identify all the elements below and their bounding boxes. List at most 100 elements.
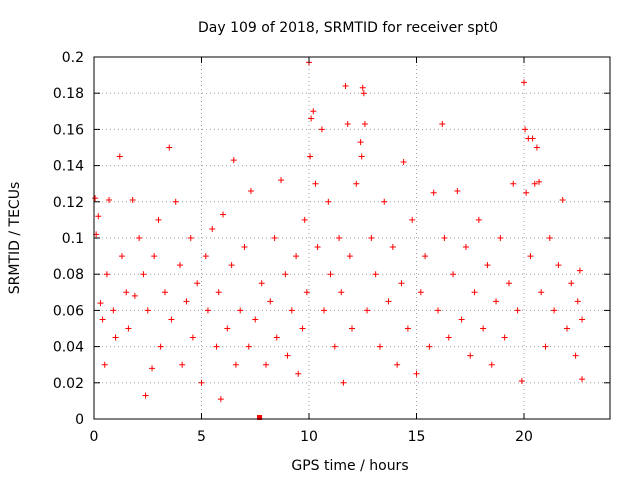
data-point xyxy=(555,262,562,269)
data-point xyxy=(349,325,355,332)
data-points xyxy=(92,59,586,420)
y-tick-label: 0.12 xyxy=(53,195,84,211)
data-point xyxy=(360,90,367,97)
x-tick-label: 10 xyxy=(300,429,318,445)
data-point xyxy=(118,253,125,260)
data-point xyxy=(546,235,553,241)
data-point xyxy=(321,307,328,314)
data-point xyxy=(267,298,274,305)
data-point xyxy=(172,198,179,205)
data-point xyxy=(303,289,310,296)
data-point xyxy=(314,244,321,251)
data-point xyxy=(346,253,353,260)
data-point xyxy=(217,396,224,403)
data-point xyxy=(310,108,317,115)
data-point xyxy=(325,198,332,205)
data-point xyxy=(237,307,244,314)
data-point xyxy=(364,307,371,314)
data-point xyxy=(353,180,360,187)
data-point xyxy=(385,298,392,305)
x-tick-label: 15 xyxy=(408,429,426,445)
data-point xyxy=(368,235,375,241)
data-point xyxy=(257,415,263,420)
data-point xyxy=(441,235,448,241)
data-point xyxy=(318,126,325,133)
data-point xyxy=(417,289,424,296)
data-point xyxy=(505,280,512,287)
data-point xyxy=(252,316,259,323)
data-point xyxy=(125,325,132,332)
data-point xyxy=(312,180,319,187)
y-tick-label: 0.2 xyxy=(62,50,84,66)
data-point xyxy=(536,178,543,185)
data-point xyxy=(389,244,396,251)
grid-lines xyxy=(94,57,610,419)
x-tick-label: 20 xyxy=(515,429,533,445)
data-point xyxy=(497,235,504,241)
data-point xyxy=(542,343,549,350)
data-point xyxy=(381,198,388,205)
data-point xyxy=(142,392,149,399)
data-point xyxy=(187,235,194,241)
data-point xyxy=(518,377,525,384)
data-point xyxy=(144,307,151,314)
y-tick-label: 0.08 xyxy=(53,267,84,283)
data-point xyxy=(338,289,345,296)
data-point xyxy=(576,267,583,274)
chart-title: Day 109 of 2018, SRMTID for receiver spt… xyxy=(198,20,498,36)
data-point xyxy=(376,343,383,350)
y-tick-label: 0 xyxy=(75,412,84,428)
data-point xyxy=(510,180,517,187)
data-point xyxy=(95,213,102,220)
data-point xyxy=(215,289,222,296)
data-point xyxy=(213,343,220,350)
data-point xyxy=(209,225,216,232)
data-point xyxy=(258,280,265,287)
data-point xyxy=(445,334,452,341)
x-tick-label: 5 xyxy=(197,429,206,445)
data-point xyxy=(92,195,99,202)
data-point xyxy=(101,361,108,368)
data-point xyxy=(263,361,269,368)
y-tick-label: 0.04 xyxy=(53,340,84,356)
data-point xyxy=(288,307,295,314)
y-tick-label: 0.02 xyxy=(53,376,84,392)
data-point xyxy=(398,280,405,287)
data-point xyxy=(409,216,416,223)
data-point xyxy=(538,289,545,296)
data-point xyxy=(527,253,534,260)
data-point xyxy=(129,196,136,203)
data-point xyxy=(357,139,364,146)
data-point xyxy=(110,307,117,314)
data-point xyxy=(247,187,254,194)
data-point xyxy=(273,334,280,341)
data-point xyxy=(271,235,278,241)
data-point xyxy=(568,280,575,287)
data-point xyxy=(342,82,349,89)
data-point xyxy=(533,144,540,151)
data-point xyxy=(426,343,433,350)
data-point xyxy=(467,352,474,359)
data-point xyxy=(220,211,226,218)
y-axis-label: SRMTID / TECUs xyxy=(7,182,23,295)
x-tick-label: 0 xyxy=(90,429,99,445)
data-point xyxy=(454,187,461,194)
data-point xyxy=(228,262,235,269)
data-point xyxy=(522,126,529,133)
data-point xyxy=(149,365,156,372)
data-point xyxy=(198,379,205,386)
data-point xyxy=(488,361,495,368)
data-point xyxy=(579,316,586,323)
data-point xyxy=(245,343,252,350)
data-point xyxy=(458,316,465,323)
data-point xyxy=(579,376,586,383)
data-point xyxy=(284,352,291,359)
data-point xyxy=(493,298,500,305)
data-point xyxy=(112,334,119,341)
y-tick-label: 0.06 xyxy=(53,303,84,319)
data-point xyxy=(372,271,379,278)
axis-ticks xyxy=(93,56,610,420)
data-point xyxy=(295,370,302,377)
data-point xyxy=(430,189,437,196)
